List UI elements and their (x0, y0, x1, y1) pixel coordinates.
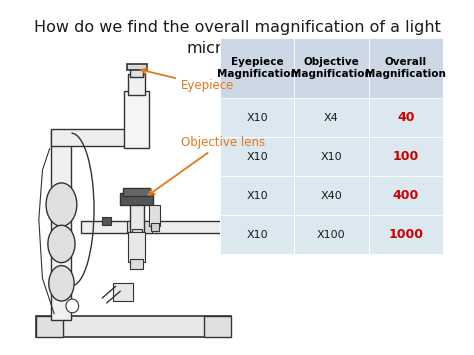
Text: X10: X10 (246, 191, 268, 201)
Ellipse shape (49, 266, 74, 301)
Text: How do we find the overall magnification of a light
microscope?: How do we find the overall magnification… (34, 21, 440, 56)
Ellipse shape (46, 183, 77, 226)
Bar (294, 137, 369, 176)
Bar (36, 316, 63, 338)
Bar (369, 176, 443, 215)
Bar (120, 193, 153, 204)
Bar (294, 215, 369, 255)
Bar (220, 215, 294, 255)
Bar (220, 98, 294, 137)
Text: 1000: 1000 (388, 228, 423, 241)
Bar (52, 131, 72, 320)
Text: Eyepiece
Magnification: Eyepiece Magnification (217, 57, 298, 79)
Text: Objective lens: Objective lens (149, 136, 265, 195)
Bar (130, 204, 144, 232)
Text: Objective
Magnification: Objective Magnification (291, 57, 372, 79)
Bar (294, 38, 369, 98)
Bar (52, 129, 137, 147)
Bar (123, 188, 150, 196)
Bar (294, 176, 369, 215)
Bar (130, 259, 143, 268)
Bar (294, 98, 369, 137)
Bar (369, 98, 443, 137)
Bar (127, 221, 152, 233)
Bar (130, 67, 143, 77)
Bar (36, 316, 231, 338)
Bar (369, 137, 443, 176)
Text: X10: X10 (320, 152, 342, 162)
Ellipse shape (48, 225, 75, 263)
Bar (151, 223, 159, 231)
Bar (149, 204, 160, 226)
Bar (124, 91, 149, 148)
Text: X4: X4 (324, 113, 339, 123)
Bar (220, 38, 294, 98)
Ellipse shape (66, 299, 79, 313)
Text: Overall
Magnification: Overall Magnification (365, 57, 446, 79)
Bar (128, 73, 145, 95)
Text: Eyepiece: Eyepiece (141, 69, 234, 92)
Text: 100: 100 (392, 151, 419, 163)
Text: X10: X10 (246, 113, 268, 123)
Text: X40: X40 (320, 191, 342, 201)
Text: X10: X10 (246, 230, 268, 240)
Bar (113, 283, 133, 301)
Bar (127, 64, 146, 70)
Bar (82, 221, 222, 233)
Bar (132, 229, 142, 241)
Bar (102, 217, 111, 225)
Bar (203, 316, 231, 338)
Text: 400: 400 (392, 189, 419, 202)
Bar (369, 38, 443, 98)
Bar (220, 176, 294, 215)
Text: X100: X100 (317, 230, 346, 240)
Text: X10: X10 (246, 152, 268, 162)
Bar (128, 232, 145, 262)
Text: 40: 40 (397, 111, 414, 124)
Bar (220, 137, 294, 176)
Bar (369, 215, 443, 255)
